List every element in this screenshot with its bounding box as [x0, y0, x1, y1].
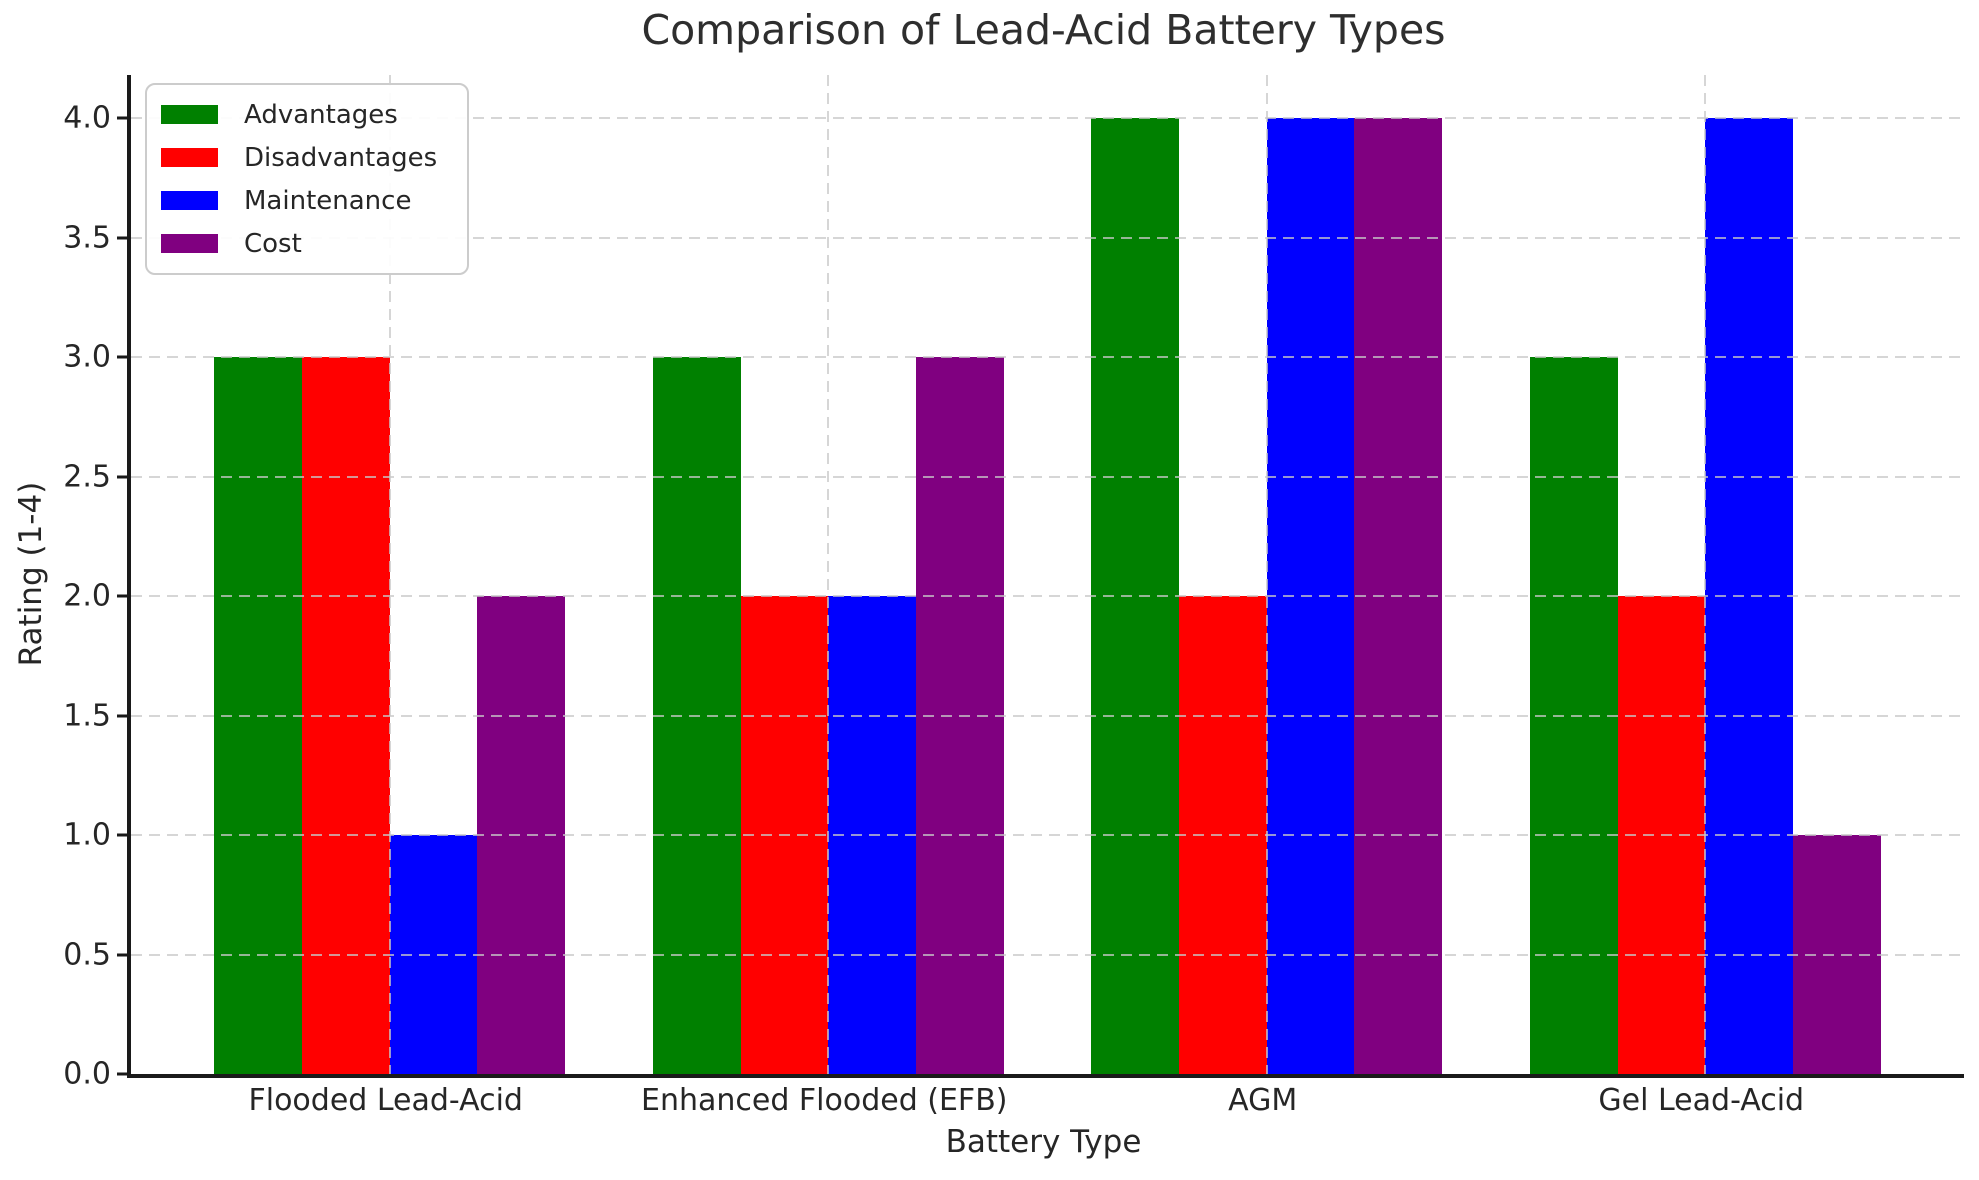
legend-item-advantages: Advantages — [161, 93, 437, 136]
xtick-label-gel-lead-acid: Gel Lead-Acid — [1598, 1083, 1805, 1118]
x-axis-label: Battery Type — [945, 1124, 1142, 1160]
legend-item-disadvantages: Disadvantages — [161, 136, 437, 179]
legend-item-maintenance: Maintenance — [161, 179, 437, 222]
legend-swatch-cost — [161, 234, 218, 253]
ytick-mark — [117, 594, 127, 598]
plot-area: Advantages Disadvantages Maintenance Cost — [127, 75, 1964, 1078]
legend-label: Disadvantages — [244, 142, 438, 173]
gridline-y-2 — [131, 595, 1964, 598]
chart-title: Comparison of Lead-Acid Battery Types — [641, 6, 1446, 54]
gridline-x-flooded-lead-acid — [388, 75, 391, 1074]
ytick-label-1.0: 1.0 — [63, 817, 111, 853]
gridline-y-2.5 — [131, 475, 1964, 478]
grid-layer — [131, 75, 1964, 1074]
ytick-mark — [117, 475, 127, 479]
ytick-mark — [117, 116, 127, 120]
gridline-x-enhanced-flooded-efb — [827, 75, 830, 1074]
ytick-label-3.5: 3.5 — [63, 220, 111, 256]
ytick-mark — [117, 236, 127, 240]
gridline-y-4 — [131, 117, 1964, 120]
ytick-mark — [117, 1072, 127, 1076]
x-axis-ticks: Flooded Lead-Acid Enhanced Flooded (EFB) A… — [127, 1083, 1960, 1128]
legend-swatch-disadvantages — [161, 148, 218, 167]
xtick-label-agm: AGM — [1228, 1083, 1298, 1118]
ytick-label-2.0: 2.0 — [63, 578, 111, 614]
xtick-label-flooded-lead-acid: Flooded Lead-Acid — [248, 1083, 523, 1118]
legend: Advantages Disadvantages Maintenance Cost — [145, 83, 470, 275]
xtick-label-enhanced-flooded-efb: Enhanced Flooded (EFB) — [640, 1083, 1008, 1118]
gridline-x-agm — [1265, 75, 1268, 1074]
legend-swatch-advantages — [161, 105, 218, 124]
ytick-label-4.0: 4.0 — [63, 100, 111, 136]
y-axis-ticks: 0.0 0.5 1.0 1.5 2.0 2.5 3.0 3.5 4.0 — [0, 75, 127, 1092]
gridline-x-gel-lead-acid — [1704, 75, 1707, 1074]
legend-label: Advantages — [244, 99, 398, 130]
ytick-mark — [117, 355, 127, 359]
ytick-mark — [117, 833, 127, 837]
ytick-mark — [117, 953, 127, 957]
ytick-label-2.5: 2.5 — [63, 459, 111, 495]
legend-label: Cost — [244, 228, 302, 259]
gridline-y-3.5 — [131, 236, 1964, 239]
legend-label: Maintenance — [244, 185, 412, 216]
legend-swatch-maintenance — [161, 191, 218, 210]
ytick-label-3.0: 3.0 — [63, 339, 111, 375]
legend-item-cost: Cost — [161, 222, 437, 265]
ytick-mark — [117, 714, 127, 718]
ytick-label-0.0: 0.0 — [63, 1056, 111, 1092]
ytick-label-1.5: 1.5 — [63, 698, 111, 734]
gridline-y-0.5 — [131, 953, 1964, 956]
ytick-label-0.5: 0.5 — [63, 937, 111, 973]
gridline-y-3 — [131, 356, 1964, 359]
gridline-y-1.5 — [131, 714, 1964, 717]
gridline-y-1 — [131, 834, 1964, 837]
